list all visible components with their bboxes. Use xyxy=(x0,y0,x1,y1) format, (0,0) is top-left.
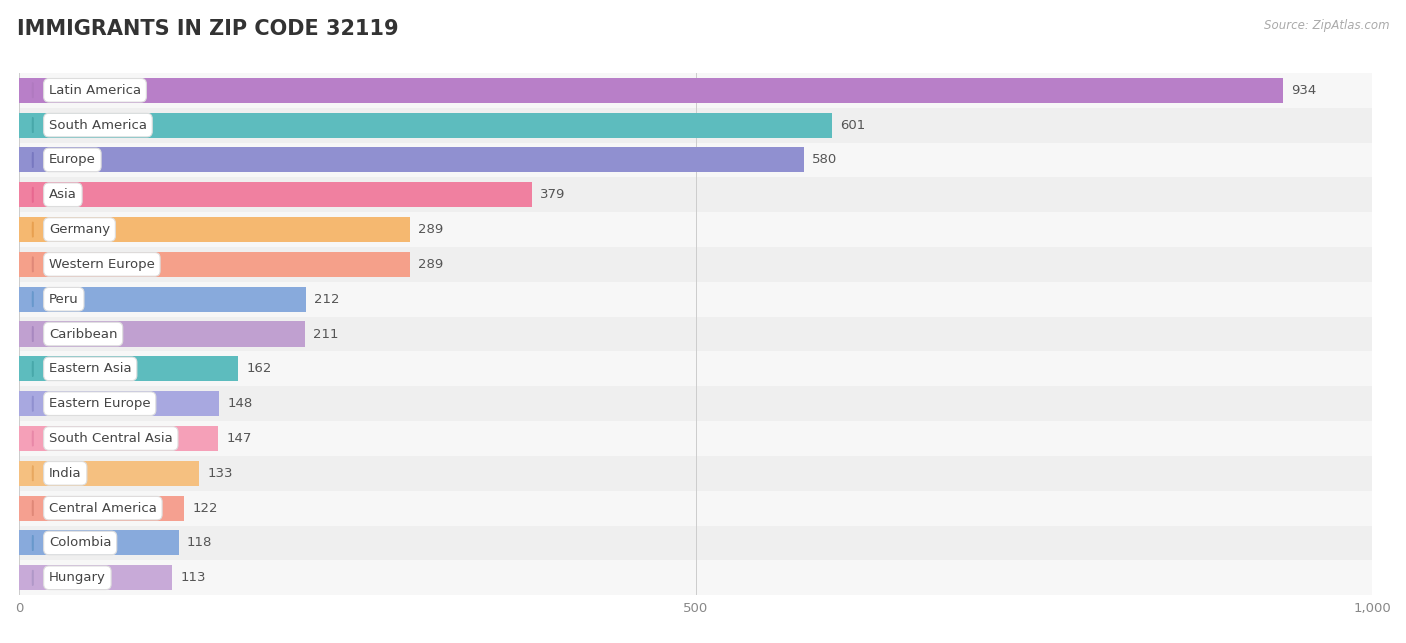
Text: 934: 934 xyxy=(1291,84,1316,97)
Bar xyxy=(20,147,804,172)
Bar xyxy=(20,287,307,312)
Bar xyxy=(20,217,411,242)
Text: Source: ZipAtlas.com: Source: ZipAtlas.com xyxy=(1264,19,1389,32)
Bar xyxy=(20,322,305,347)
Bar xyxy=(20,352,1372,386)
Text: 212: 212 xyxy=(314,293,340,305)
Bar xyxy=(20,73,1372,107)
Text: 147: 147 xyxy=(226,432,252,445)
Bar xyxy=(20,560,1372,595)
Bar xyxy=(20,252,411,277)
Text: IMMIGRANTS IN ZIP CODE 32119: IMMIGRANTS IN ZIP CODE 32119 xyxy=(17,19,398,39)
Text: 148: 148 xyxy=(228,397,253,410)
Text: 289: 289 xyxy=(419,258,443,271)
Bar xyxy=(20,421,1372,456)
Bar xyxy=(20,143,1372,177)
Bar xyxy=(20,212,1372,247)
Bar xyxy=(20,107,1372,143)
Bar xyxy=(20,113,832,138)
Bar xyxy=(20,391,219,416)
Bar xyxy=(20,316,1372,352)
Text: 580: 580 xyxy=(813,154,837,167)
Bar xyxy=(20,356,239,381)
Bar xyxy=(20,565,172,590)
Text: Central America: Central America xyxy=(49,502,157,514)
Text: Caribbean: Caribbean xyxy=(49,327,118,341)
Text: 118: 118 xyxy=(187,536,212,550)
Text: Colombia: Colombia xyxy=(49,536,111,550)
Text: Hungary: Hungary xyxy=(49,571,105,584)
Bar xyxy=(20,426,218,451)
Bar xyxy=(20,496,184,521)
Text: 211: 211 xyxy=(312,327,339,341)
Text: Eastern Asia: Eastern Asia xyxy=(49,363,132,376)
Bar xyxy=(20,461,200,486)
Text: 379: 379 xyxy=(540,188,565,201)
Bar xyxy=(20,78,1282,103)
Text: 122: 122 xyxy=(193,502,218,514)
Text: South America: South America xyxy=(49,118,148,132)
Text: India: India xyxy=(49,467,82,480)
Text: Europe: Europe xyxy=(49,154,96,167)
Text: 601: 601 xyxy=(841,118,866,132)
Text: 289: 289 xyxy=(419,223,443,236)
Text: Asia: Asia xyxy=(49,188,77,201)
Text: Germany: Germany xyxy=(49,223,110,236)
Text: 133: 133 xyxy=(207,467,233,480)
Bar xyxy=(20,530,179,556)
Bar xyxy=(20,386,1372,421)
Text: South Central Asia: South Central Asia xyxy=(49,432,173,445)
Text: 113: 113 xyxy=(180,571,205,584)
Text: Latin America: Latin America xyxy=(49,84,141,97)
Bar xyxy=(20,456,1372,491)
Text: Eastern Europe: Eastern Europe xyxy=(49,397,150,410)
Bar xyxy=(20,491,1372,525)
Bar xyxy=(20,177,1372,212)
Bar xyxy=(20,182,531,207)
Text: Peru: Peru xyxy=(49,293,79,305)
Bar xyxy=(20,525,1372,560)
Bar xyxy=(20,247,1372,282)
Text: 162: 162 xyxy=(246,363,271,376)
Bar xyxy=(20,282,1372,316)
Text: Western Europe: Western Europe xyxy=(49,258,155,271)
